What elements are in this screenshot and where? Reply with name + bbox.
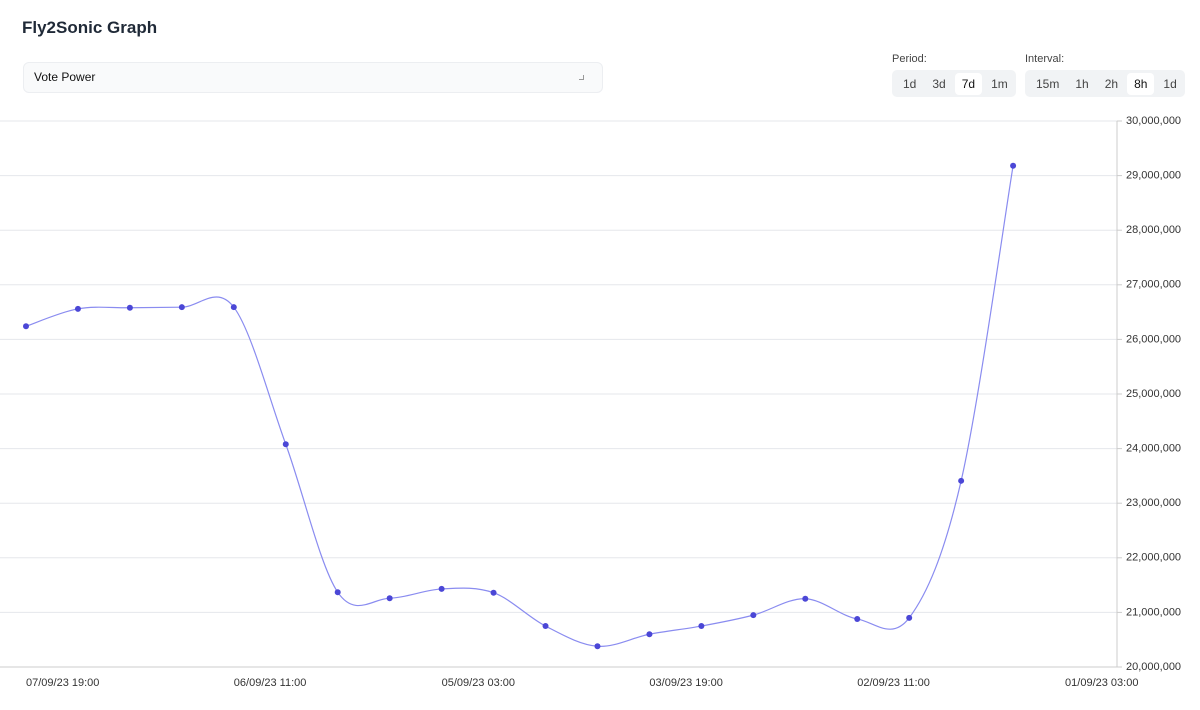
data-point [23,323,29,330]
y-tick-label: 28,000,000 [1126,224,1181,236]
interval-option[interactable]: 15m [1036,76,1060,91]
select-value: Vote Power [34,70,96,84]
x-tick-label: 02/09/23 11:00 [857,677,930,689]
x-tick-label: 05/09/23 03:00 [442,677,515,689]
data-point [1010,162,1017,169]
interval-group: 15m 1h 2h 8h 1d [1025,70,1185,97]
period-label: Period: [892,53,927,65]
y-tick-label: 26,000,000 [1126,333,1181,345]
data-point [750,612,757,619]
data-point [542,623,549,630]
y-tick-label: 22,000,000 [1126,552,1181,564]
y-tick-label: 29,000,000 [1126,170,1181,182]
y-tick-label: 21,000,000 [1126,606,1181,618]
x-tick-label: 06/09/23 11:00 [234,677,307,689]
select-caret [579,75,584,80]
data-point [698,623,705,630]
interval-option[interactable]: 2h [1104,76,1119,91]
data-point [906,614,913,621]
metric-select[interactable]: Vote Power [23,62,603,93]
y-tick-label: 23,000,000 [1126,497,1181,509]
series-line [25,165,1014,647]
interval-option[interactable]: 1h [1075,76,1089,91]
data-point [282,441,289,448]
interval-option[interactable]: 1d [1163,76,1177,91]
data-point [646,631,653,638]
data-point [854,615,861,622]
y-tick-label: 20,000,000 [1126,661,1181,673]
x-tick-label: 07/09/23 19:00 [26,677,99,689]
data-point [230,304,237,311]
y-tick-label: 24,000,000 [1126,443,1181,455]
data-point [490,589,497,596]
interval-option[interactable]: 8h [1127,72,1155,95]
data-point [802,595,809,602]
x-tick-label: 01/09/23 03:00 [1065,677,1138,689]
y-tick-label: 27,000,000 [1126,279,1181,291]
page-title: Fly2Sonic Graph [22,18,158,37]
data-point [178,304,185,311]
period-option[interactable]: 3d [932,76,946,91]
y-tick-label: 25,000,000 [1126,388,1181,400]
data-point [126,304,133,311]
period-option[interactable]: 1d [903,76,917,91]
data-point [74,305,81,312]
data-point [334,589,341,596]
period-option[interactable]: 1m [991,76,1008,91]
interval-label: Interval: [1025,53,1065,65]
data-point [594,643,601,650]
period-option[interactable]: 7d [954,72,983,95]
period-group: 1d 3d 7d 1m [892,70,1016,97]
x-tick-label: 03/09/23 19:00 [649,677,722,689]
y-tick-label: 30,000,000 [1126,115,1181,127]
data-point [958,477,965,484]
data-point [386,595,393,602]
data-point [438,585,445,592]
